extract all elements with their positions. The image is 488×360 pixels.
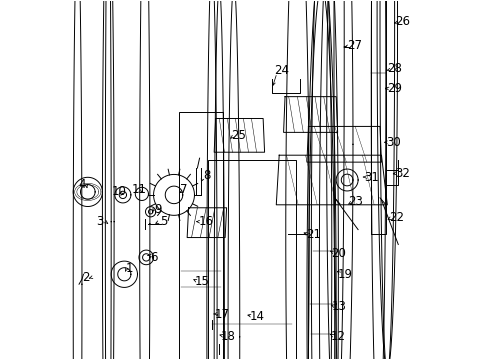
Bar — [179, 112, 223, 360]
Text: 3: 3 — [96, 215, 103, 228]
Text: 14: 14 — [249, 310, 264, 323]
Text: 24: 24 — [274, 64, 289, 77]
Text: 19: 19 — [337, 268, 352, 281]
Text: 4: 4 — [78, 179, 85, 192]
Text: 8: 8 — [203, 168, 210, 181]
Text: 7: 7 — [180, 184, 187, 197]
Text: 20: 20 — [330, 247, 345, 260]
Text: 26: 26 — [394, 15, 409, 28]
Text: 11: 11 — [131, 184, 146, 197]
Text: 30: 30 — [386, 136, 401, 149]
Text: 15: 15 — [195, 275, 209, 288]
Text: 5: 5 — [160, 215, 167, 228]
Text: 23: 23 — [348, 195, 363, 208]
Text: 21: 21 — [305, 228, 321, 241]
Bar — [208, 160, 295, 360]
Text: 16: 16 — [198, 215, 213, 228]
Text: 25: 25 — [230, 129, 245, 142]
Text: 22: 22 — [388, 211, 404, 224]
Text: 1: 1 — [125, 262, 133, 275]
Text: 13: 13 — [331, 300, 346, 312]
Text: 28: 28 — [386, 62, 401, 75]
Text: 6: 6 — [149, 251, 157, 264]
Text: 9: 9 — [154, 203, 162, 216]
Text: 18: 18 — [220, 330, 235, 343]
Bar — [370, 0, 385, 234]
Text: 31: 31 — [363, 171, 378, 184]
Text: 12: 12 — [330, 330, 345, 343]
Text: 29: 29 — [386, 82, 401, 95]
Text: 27: 27 — [346, 39, 361, 51]
Text: 32: 32 — [394, 167, 409, 180]
Text: 10: 10 — [112, 185, 126, 198]
Text: 2: 2 — [81, 271, 89, 284]
Text: 17: 17 — [214, 309, 229, 321]
